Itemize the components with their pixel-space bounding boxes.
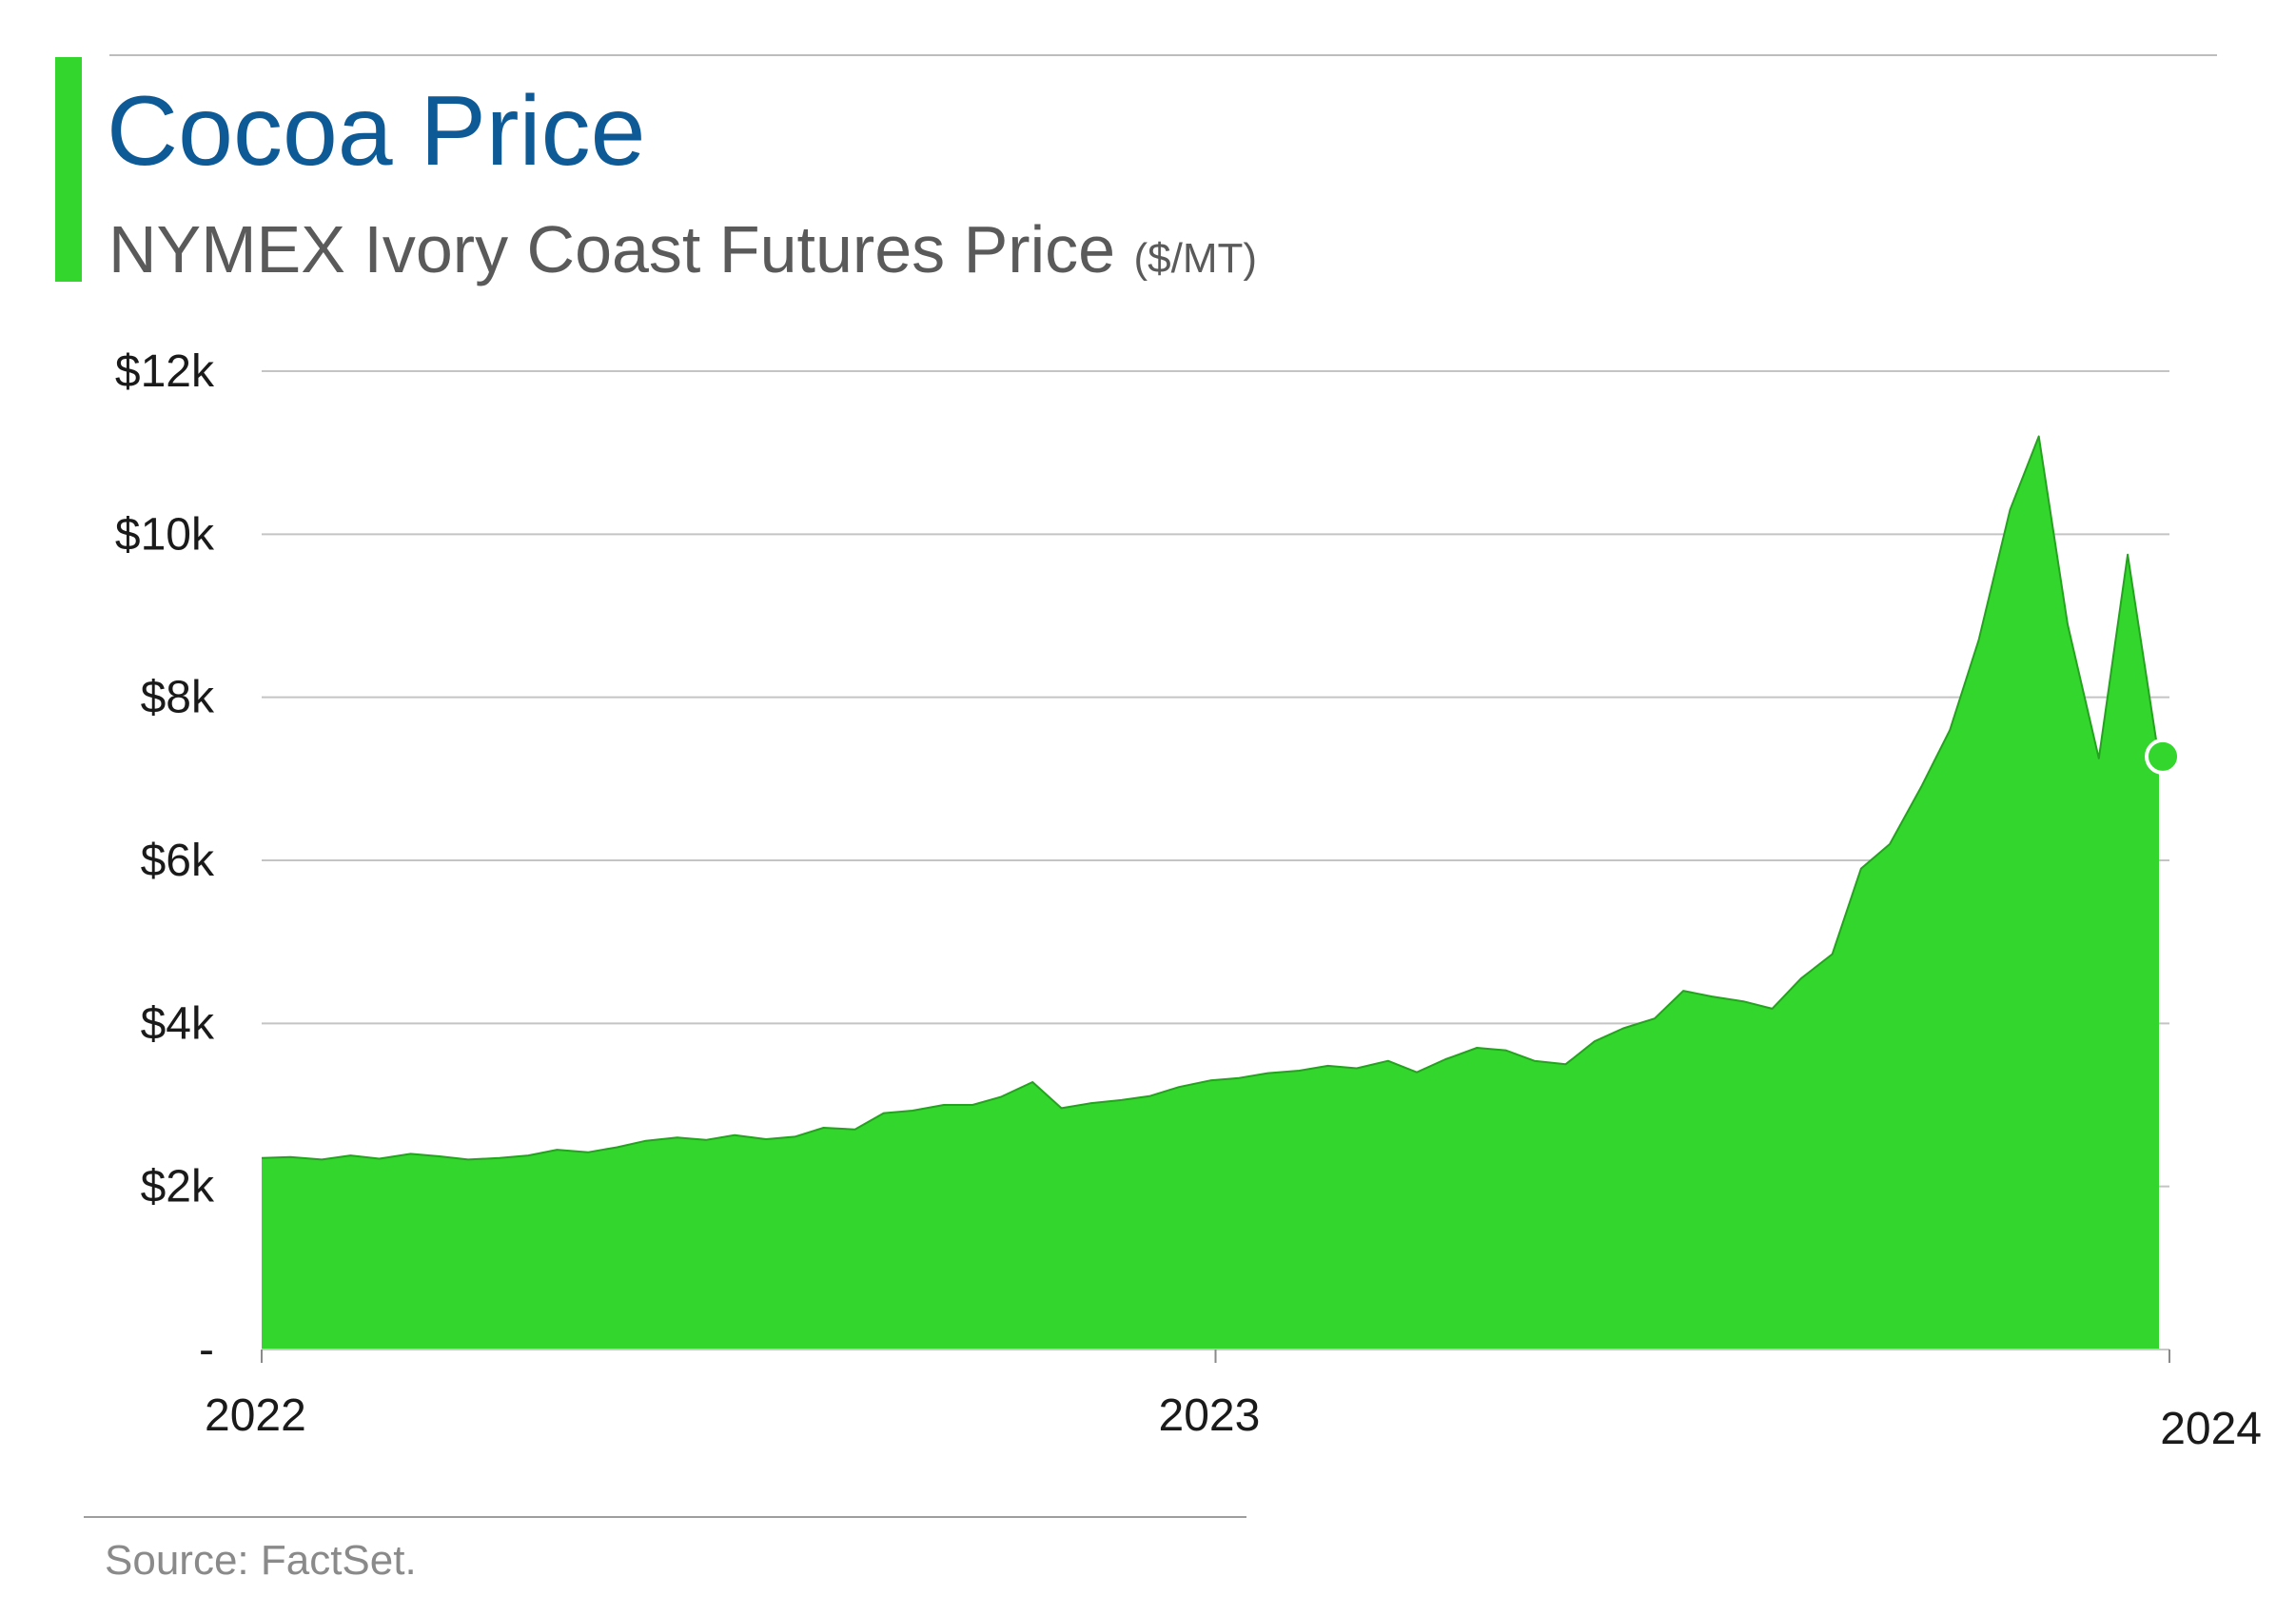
axes [261,1349,2170,1363]
y-tick-label: $12k [115,346,215,397]
x-tick-label: 2024 [2160,1404,2262,1454]
chart-unit: ($/MT) [1133,235,1258,282]
y-tick-label: $6k [141,836,215,886]
x-tick-label: 2022 [205,1390,306,1441]
price-area-series [261,435,2160,1350]
chart-subtitle: NYMEX Ivory Coast Futures Price ($/MT) [108,209,1257,299]
price-area [262,436,2159,1350]
end-point-marker [2145,738,2182,775]
y-axis-tick-labels: - $2k $4k $6k $8k $10k $12k [115,346,215,1375]
end-marker-group [2145,738,2182,775]
accent-bar [55,57,82,282]
y-tick-label: $10k [115,509,215,560]
top-divider [109,54,2217,56]
source-note: Source: FactSet. [105,1537,417,1584]
y-tick-label: $2k [141,1162,215,1212]
chart-title: Cocoa Price [107,76,646,187]
chart-subtitle-text: NYMEX Ivory Coast Futures Price [108,212,1116,286]
price-line [261,435,2160,1161]
x-axis-tick-labels: 2022 2023 2024 [205,1390,2262,1454]
x-tick-label: 2023 [1159,1390,1261,1441]
y-tick-label: $4k [141,998,215,1049]
y-tick-label: $8k [141,673,215,723]
y-tick-label: - [199,1325,214,1375]
source-divider [84,1516,1246,1518]
